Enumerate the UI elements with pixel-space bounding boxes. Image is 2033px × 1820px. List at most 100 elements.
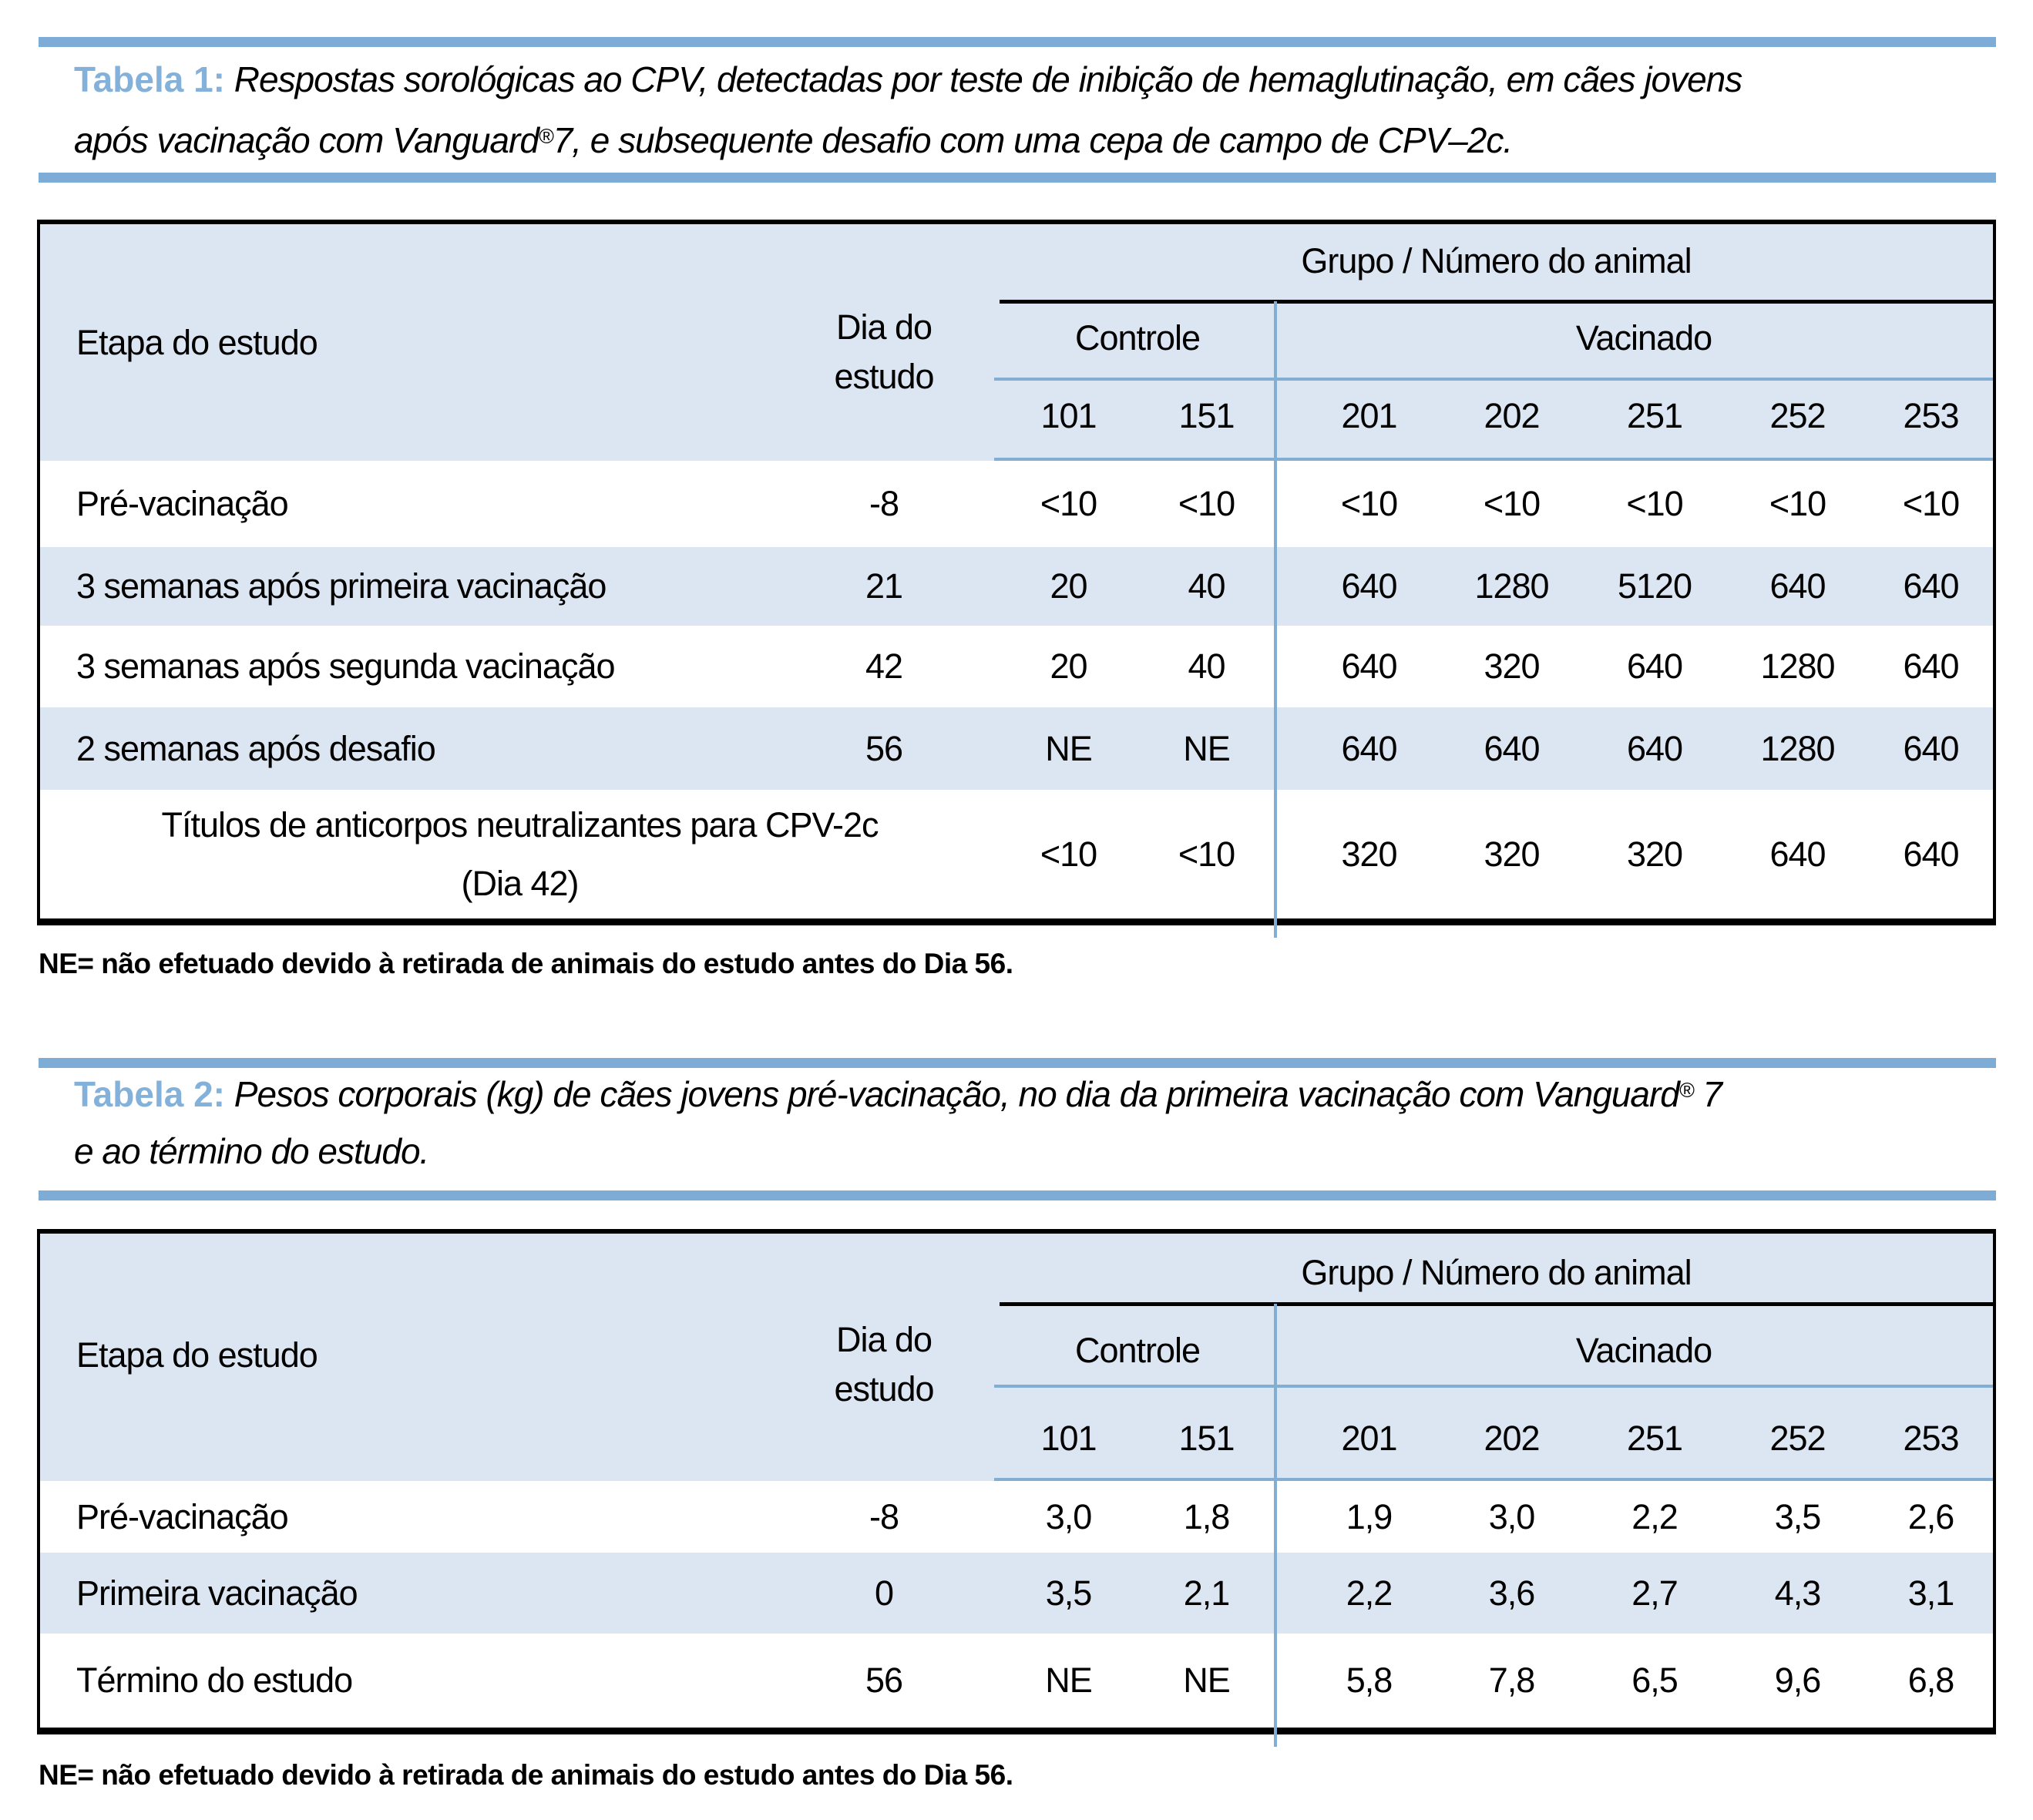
table-row: 3 semanas após primeira vacinação 21 20 …	[40, 547, 1993, 626]
row-value: 640	[1903, 728, 1959, 768]
animal-id-header: 252	[1769, 1419, 1826, 1458]
row-value: 9,6	[1774, 1660, 1822, 1700]
registered-trademark-icon: ®	[1678, 1079, 1695, 1102]
row-value: NE	[1045, 728, 1093, 768]
row-value: 1,9	[1346, 1496, 1393, 1536]
row-value: <10	[1483, 484, 1541, 523]
row-value: 320	[1341, 834, 1397, 874]
header-bottom-line	[994, 458, 1993, 461]
day-header-line1: Dia do	[835, 1320, 932, 1359]
divider-bar-under-caption1	[39, 173, 1996, 183]
animal-id-header: 151	[1178, 396, 1235, 435]
row-value: 40	[1188, 566, 1225, 606]
table2-header: Etapa do estudo Dia do estudo Grupo / Nú…	[40, 1234, 1993, 1481]
day-header-line2: estudo	[834, 1369, 934, 1409]
divider-bar-above-caption2	[39, 1058, 1996, 1068]
row-value: 6,8	[1907, 1660, 1955, 1700]
row-value: NE	[1045, 1660, 1093, 1700]
table2-caption-line1-pre: Pesos corporais (kg) de cães jovens pré-…	[234, 1074, 1680, 1114]
table-row: 2 semanas após desafio 56 NE NE 640 640 …	[40, 707, 1993, 790]
animal-id-header: 253	[1903, 396, 1959, 435]
group-header-underline	[1000, 1302, 1993, 1306]
animal-id-header: 252	[1769, 396, 1826, 435]
row-value: 20	[1050, 566, 1087, 606]
row-label: Término do estudo	[76, 1660, 353, 1700]
stage-column-header: Etapa do estudo	[76, 1335, 318, 1375]
row-value: 640	[1903, 646, 1959, 686]
header-bottom-line	[994, 1478, 1993, 1481]
vaccinated-group-header: Vacinado	[1575, 318, 1712, 358]
table1-caption-line2-post: 7, e subsequente desafio com uma cepa de…	[553, 120, 1514, 160]
row-value: 3,6	[1488, 1573, 1536, 1613]
row-value: <10	[1769, 484, 1826, 523]
row-value: <10	[1178, 484, 1235, 523]
row-label-line2: (Dia 42)	[461, 863, 579, 903]
row-value: 4,3	[1774, 1573, 1822, 1613]
row-day-value: 56	[865, 1660, 903, 1700]
row-value: 3,5	[1045, 1573, 1093, 1613]
row-day-value: -8	[869, 484, 899, 523]
table1-caption: Tabela 1: Respostas sorológicas ao CPV, …	[74, 51, 1978, 169]
row-value: 640	[1626, 728, 1683, 768]
row-value: <10	[1040, 834, 1097, 874]
row-value: 20	[1050, 646, 1087, 686]
row-value: 640	[1484, 728, 1540, 768]
row-value: 640	[1903, 566, 1959, 606]
row-value: 640	[1769, 834, 1826, 874]
row-value: 320	[1484, 834, 1540, 874]
row-value: 640	[1341, 566, 1397, 606]
row-value: 640	[1341, 728, 1397, 768]
row-day-value: -8	[869, 1496, 899, 1536]
row-value: 2,7	[1631, 1573, 1678, 1613]
animal-id-header: 251	[1626, 1419, 1683, 1458]
table2-footnote: NE= não efetuado devido à retirada de an…	[39, 1759, 1013, 1791]
table1-caption-line2-pre: após vacinação com Vanguard	[74, 120, 539, 160]
group-row-divider-line	[994, 378, 1993, 381]
row-label: Títulos de anticorpos neutralizantes par…	[40, 796, 1000, 913]
group-animal-header: Grupo / Número do animal	[1301, 241, 1692, 280]
group-separator-line	[1274, 1304, 1277, 1747]
row-value: 1,8	[1183, 1496, 1231, 1536]
table-row: Primeira vacinação 0 3,5 2,1 2,2 3,6 2,7…	[40, 1553, 1993, 1634]
divider-bar-top	[39, 37, 1996, 47]
animal-id-header: 201	[1341, 396, 1397, 435]
row-value: 320	[1484, 646, 1540, 686]
row-value: <10	[1340, 484, 1398, 523]
row-value: 6,5	[1631, 1660, 1678, 1700]
registered-trademark-icon: ®	[538, 125, 554, 148]
table-row: 3 semanas após segunda vacinação 42 20 4…	[40, 626, 1993, 707]
group-separator-line	[1274, 301, 1277, 938]
table1-header: Etapa do estudo Dia do estudo Grupo / Nú…	[40, 224, 1993, 461]
row-value: 2,1	[1183, 1573, 1231, 1613]
animal-id-header: 101	[1040, 1419, 1097, 1458]
group-header-underline	[1000, 300, 1993, 304]
table-row: Títulos de anticorpos neutralizantes par…	[40, 790, 1993, 918]
row-label: Pré-vacinação	[76, 484, 289, 523]
row-value: 1280	[1474, 566, 1549, 606]
animal-id-header: 253	[1903, 1419, 1959, 1458]
table2: Etapa do estudo Dia do estudo Grupo / Nú…	[37, 1229, 1996, 1747]
animal-id-header: 251	[1626, 396, 1683, 435]
row-value: 40	[1188, 646, 1225, 686]
divider-bar-under-caption2	[39, 1190, 1996, 1200]
row-value: 640	[1626, 646, 1683, 686]
table2-caption-line2: e ao término do estudo.	[74, 1131, 429, 1171]
row-label: Pré-vacinação	[76, 1496, 289, 1536]
day-column-header: Dia do estudo	[764, 1315, 1003, 1414]
control-group-header: Controle	[1074, 1331, 1201, 1370]
stage-column-header: Etapa do estudo	[76, 323, 318, 362]
row-value: 2,2	[1346, 1573, 1393, 1613]
row-value: 2,2	[1631, 1496, 1678, 1536]
day-column-header: Dia do estudo	[764, 303, 1003, 401]
row-value: <10	[1040, 484, 1097, 523]
row-label: 3 semanas após primeira vacinação	[76, 566, 607, 606]
row-value: 3,5	[1774, 1496, 1822, 1536]
row-value: <10	[1626, 484, 1683, 523]
day-header-line1: Dia do	[835, 307, 932, 347]
row-value: 640	[1769, 566, 1826, 606]
row-label: 2 semanas após desafio	[76, 728, 436, 768]
row-value: 320	[1626, 834, 1683, 874]
row-value: 5,8	[1346, 1660, 1393, 1700]
row-label: 3 semanas após segunda vacinação	[76, 646, 616, 686]
